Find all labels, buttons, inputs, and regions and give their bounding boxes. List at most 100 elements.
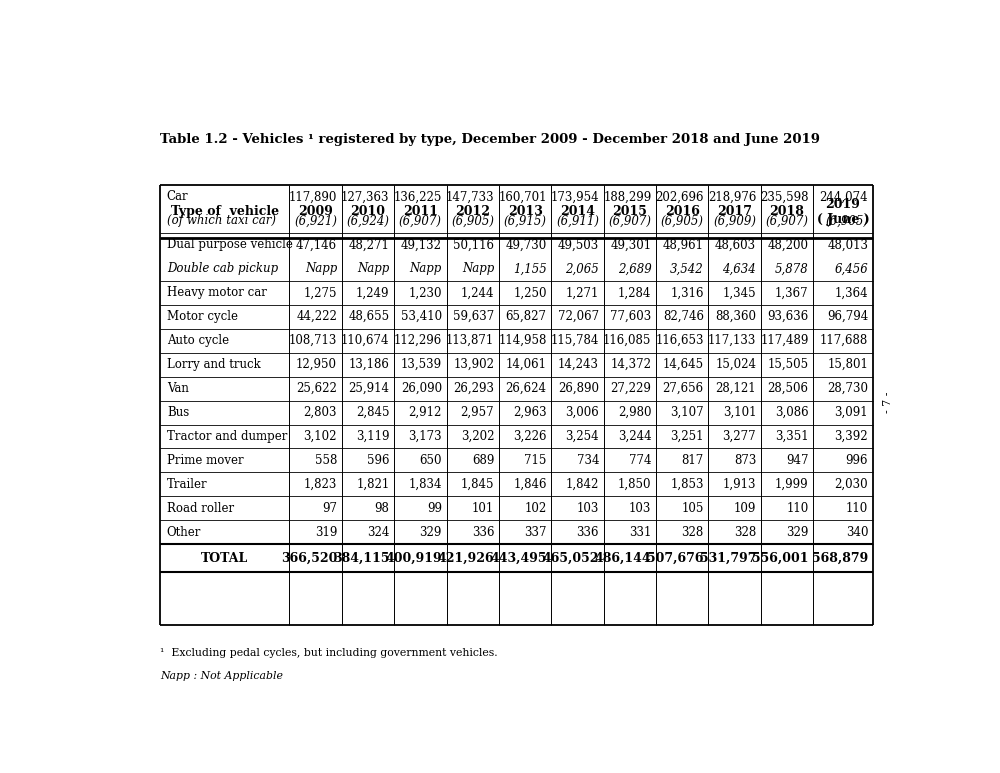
- Text: 13,539: 13,539: [401, 358, 442, 371]
- Text: (6,924): (6,924): [346, 214, 389, 227]
- Text: 734: 734: [577, 454, 599, 467]
- Text: 13,902: 13,902: [453, 358, 494, 371]
- Text: 77,603: 77,603: [610, 310, 651, 323]
- Text: Type of  vehicle: Type of vehicle: [171, 205, 279, 218]
- Text: 15,024: 15,024: [715, 358, 756, 371]
- Text: 2012: 2012: [455, 205, 490, 218]
- Text: 3,202: 3,202: [461, 430, 494, 443]
- Text: Dual purpose vehicle: Dual purpose vehicle: [167, 238, 293, 251]
- Text: Double cab pickup: Double cab pickup: [167, 262, 278, 275]
- Text: 596: 596: [367, 454, 389, 467]
- Text: 173,954: 173,954: [550, 190, 599, 203]
- Text: Road roller: Road roller: [167, 502, 234, 515]
- Text: Motor cycle: Motor cycle: [167, 310, 238, 323]
- Text: TOTAL: TOTAL: [201, 552, 248, 565]
- Text: 1,244: 1,244: [461, 286, 494, 299]
- Text: 117,489: 117,489: [760, 334, 809, 347]
- Text: 53,410: 53,410: [401, 310, 442, 323]
- Text: Napp : Not Applicable: Napp : Not Applicable: [160, 671, 283, 681]
- Text: 947: 947: [786, 454, 809, 467]
- Text: 97: 97: [322, 502, 337, 515]
- Text: 336: 336: [472, 526, 494, 539]
- Text: 116,085: 116,085: [603, 334, 651, 347]
- Text: 2,957: 2,957: [461, 406, 494, 419]
- Text: 324: 324: [367, 526, 389, 539]
- Text: 3,542: 3,542: [670, 262, 704, 275]
- Text: 568,879: 568,879: [812, 552, 868, 565]
- Text: 337: 337: [524, 526, 547, 539]
- Text: (of which taxi car): (of which taxi car): [167, 214, 276, 227]
- Text: 14,061: 14,061: [506, 358, 547, 371]
- Text: 328: 328: [734, 526, 756, 539]
- Text: (6,911): (6,911): [556, 214, 599, 227]
- Text: 3,086: 3,086: [775, 406, 809, 419]
- Text: 329: 329: [420, 526, 442, 539]
- Text: 558: 558: [315, 454, 337, 467]
- Text: 59,637: 59,637: [453, 310, 494, 323]
- Text: 2009: 2009: [298, 205, 333, 218]
- Text: 443,495: 443,495: [490, 552, 547, 565]
- Text: 14,645: 14,645: [663, 358, 704, 371]
- Text: 3,101: 3,101: [723, 406, 756, 419]
- Text: 13,186: 13,186: [349, 358, 389, 371]
- Text: 4,634: 4,634: [722, 262, 756, 275]
- Text: 400,919: 400,919: [385, 552, 442, 565]
- Text: 26,293: 26,293: [453, 382, 494, 395]
- Text: Napp: Napp: [305, 262, 337, 275]
- Text: 1,271: 1,271: [566, 286, 599, 299]
- Text: 50,116: 50,116: [453, 238, 494, 251]
- Text: 14,372: 14,372: [610, 358, 651, 371]
- Text: 93,636: 93,636: [767, 310, 809, 323]
- Text: 1,284: 1,284: [618, 286, 651, 299]
- Text: 2018: 2018: [770, 205, 804, 218]
- Text: 3,251: 3,251: [670, 430, 704, 443]
- Text: 26,624: 26,624: [506, 382, 547, 395]
- Text: 2,980: 2,980: [618, 406, 651, 419]
- Text: 3,006: 3,006: [565, 406, 599, 419]
- Text: - 7 -: - 7 -: [883, 391, 893, 413]
- Text: 486,144: 486,144: [595, 552, 651, 565]
- Text: 6,456: 6,456: [834, 262, 868, 275]
- Text: 110: 110: [846, 502, 868, 515]
- Text: 1,316: 1,316: [670, 286, 704, 299]
- Text: 531,797: 531,797: [700, 552, 756, 565]
- Text: 3,277: 3,277: [723, 430, 756, 443]
- Text: 48,655: 48,655: [348, 310, 389, 323]
- Text: 996: 996: [846, 454, 868, 467]
- Text: (6,907): (6,907): [766, 214, 809, 227]
- Text: 3,254: 3,254: [565, 430, 599, 443]
- Text: 108,713: 108,713: [289, 334, 337, 347]
- Text: 25,622: 25,622: [296, 382, 337, 395]
- Text: 2019
( June ): 2019 ( June ): [817, 198, 869, 226]
- Text: 103: 103: [629, 502, 651, 515]
- Text: 109: 109: [734, 502, 756, 515]
- Text: 28,121: 28,121: [716, 382, 756, 395]
- Text: 14,243: 14,243: [558, 358, 599, 371]
- Text: 2011: 2011: [403, 205, 438, 218]
- Text: 202,696: 202,696: [655, 190, 704, 203]
- Text: 82,746: 82,746: [663, 310, 704, 323]
- Text: (6,915): (6,915): [504, 214, 547, 227]
- Text: 48,603: 48,603: [715, 238, 756, 251]
- Text: Bus: Bus: [167, 406, 189, 419]
- Text: 3,119: 3,119: [356, 430, 389, 443]
- Text: 5,878: 5,878: [775, 262, 809, 275]
- Text: 49,132: 49,132: [401, 238, 442, 251]
- Text: 48,271: 48,271: [349, 238, 389, 251]
- Text: 2,912: 2,912: [409, 406, 442, 419]
- Text: 817: 817: [682, 454, 704, 467]
- Text: 117,688: 117,688: [820, 334, 868, 347]
- Text: ¹  Excluding pedal cycles, but including government vehicles.: ¹ Excluding pedal cycles, but including …: [160, 648, 498, 658]
- Text: 2,963: 2,963: [513, 406, 547, 419]
- Text: 98: 98: [375, 502, 389, 515]
- Text: 2015: 2015: [612, 205, 647, 218]
- Text: 2,845: 2,845: [356, 406, 389, 419]
- Text: 3,107: 3,107: [670, 406, 704, 419]
- Text: 127,363: 127,363: [341, 190, 389, 203]
- Text: Napp: Napp: [410, 262, 442, 275]
- Text: Auto cycle: Auto cycle: [167, 334, 229, 347]
- Text: 112,296: 112,296: [394, 334, 442, 347]
- Text: 329: 329: [786, 526, 809, 539]
- Text: 117,890: 117,890: [289, 190, 337, 203]
- Text: 102: 102: [524, 502, 547, 515]
